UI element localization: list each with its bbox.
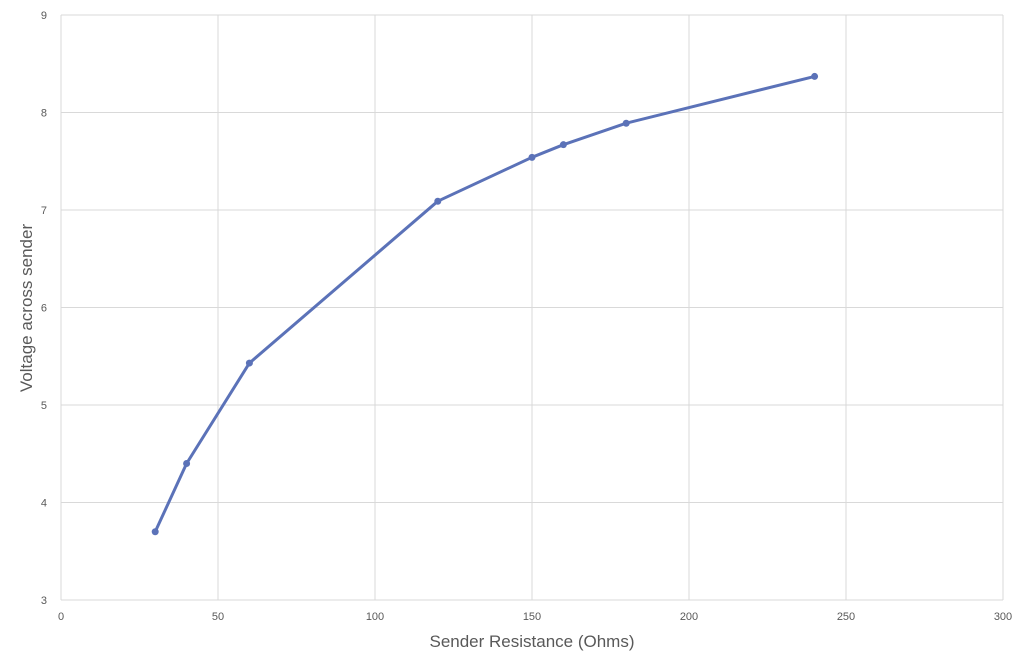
y-tick-label: 5 — [41, 400, 47, 412]
tick-labels: 3 4 5 6 7 8 9 0 50 100 150 200 250 300 — [41, 10, 1012, 623]
data-point — [434, 197, 442, 205]
data-point — [811, 72, 819, 80]
x-tick-label: 50 — [212, 611, 224, 623]
x-tick-label: 100 — [366, 611, 384, 623]
y-tick-label: 4 — [41, 498, 47, 510]
data-point — [528, 153, 536, 161]
data-point — [622, 119, 630, 127]
y-tick-label: 6 — [41, 303, 47, 315]
x-axis-title: Sender Resistance (Ohms) — [429, 632, 634, 651]
y-tick-label: 3 — [41, 595, 47, 607]
x-tick-label: 0 — [58, 611, 64, 623]
data-point — [151, 528, 159, 536]
x-tick-label: 200 — [680, 611, 698, 623]
x-tick-label: 250 — [837, 611, 855, 623]
gridlines — [60, 14, 1004, 601]
y-tick-label: 7 — [41, 205, 47, 217]
y-axis-title: Voltage across sender — [17, 224, 36, 393]
data-point — [245, 359, 253, 367]
data-point — [183, 460, 191, 467]
x-tick-label: 300 — [994, 611, 1012, 623]
y-tick-label: 8 — [41, 108, 47, 120]
series-layer — [151, 72, 819, 536]
x-tick-label: 150 — [523, 611, 541, 623]
data-point — [559, 141, 567, 149]
series-line — [153, 74, 817, 534]
y-tick-label: 9 — [41, 10, 47, 22]
